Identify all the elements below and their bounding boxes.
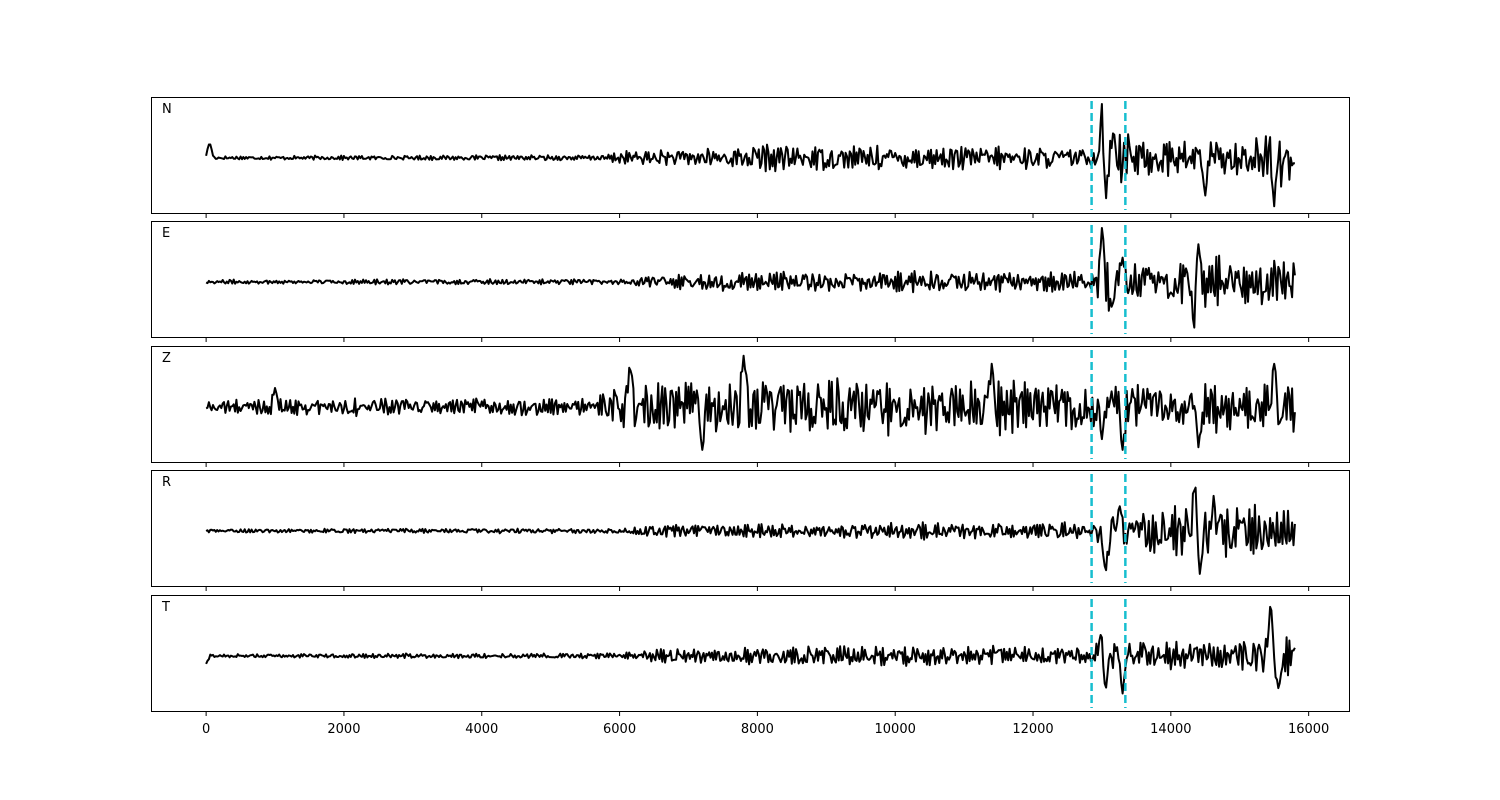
panel-t: T (151, 595, 1350, 716)
panel-frame-z (151, 346, 1350, 463)
panel-frame-n (151, 97, 1350, 214)
x-tick-label: 8000 (741, 722, 774, 737)
trace-r (205, 486, 1296, 575)
panel-r: R (151, 470, 1350, 591)
panel-label-r: R (162, 475, 171, 490)
x-tick-label: 14000 (1150, 722, 1191, 737)
panel-z: Z (151, 346, 1350, 467)
panel-frame-r (151, 470, 1350, 587)
trace-n (205, 103, 1296, 208)
panel-label-n: N (162, 102, 172, 117)
x-tick-label: 2000 (327, 722, 360, 737)
trace-t (205, 605, 1296, 695)
panel-label-t: T (161, 600, 170, 615)
x-tick-label: 10000 (875, 722, 916, 737)
panel-n: N (151, 97, 1350, 218)
panel-e: E (151, 221, 1350, 342)
x-tick-label: 6000 (603, 722, 636, 737)
trace-e (205, 227, 1296, 329)
panel-label-z: Z (162, 351, 171, 366)
x-tick-label: 16000 (1288, 722, 1329, 737)
panel-label-e: E (162, 226, 170, 241)
panel-frame-t (151, 595, 1350, 712)
trace-z (205, 354, 1296, 451)
x-tick-label: 0 (202, 722, 210, 737)
x-tick-label: 4000 (465, 722, 498, 737)
x-tick-label: 12000 (1012, 722, 1053, 737)
panel-frame-e (151, 221, 1350, 338)
